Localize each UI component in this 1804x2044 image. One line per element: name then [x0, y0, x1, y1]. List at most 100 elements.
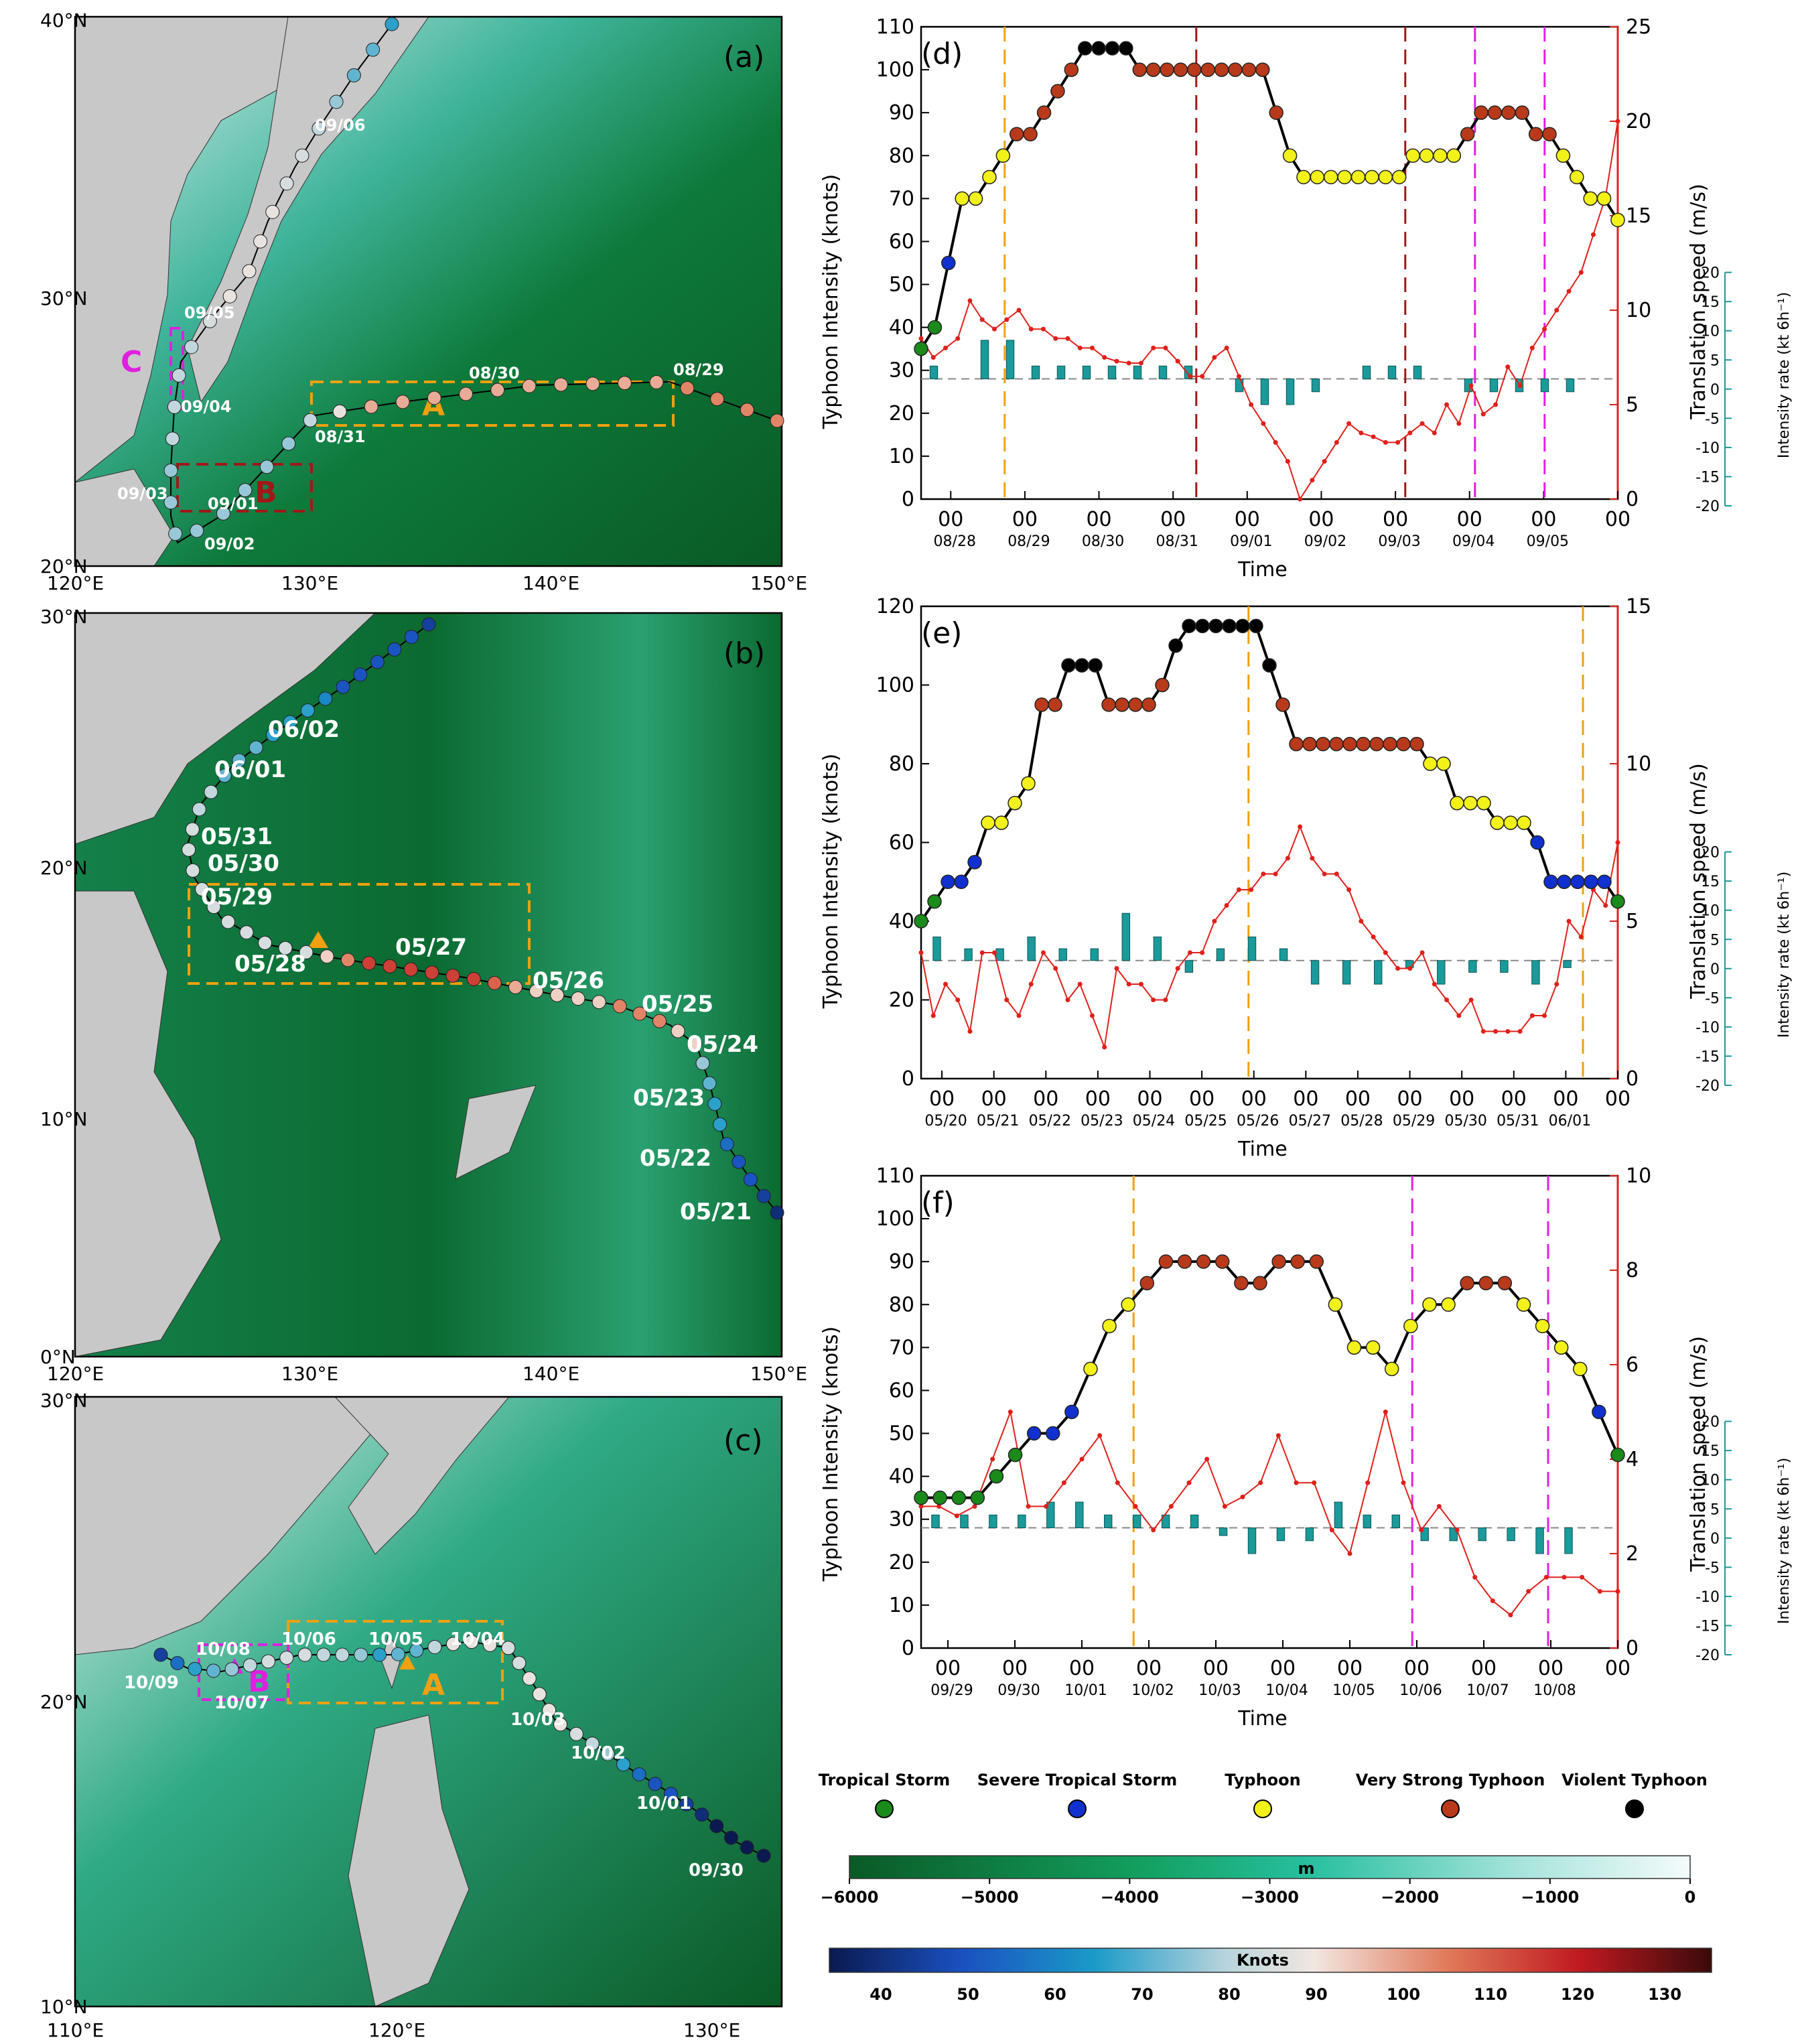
- x-tick-label: 00: [1501, 1087, 1527, 1111]
- intensity-point: [1535, 1318, 1550, 1334]
- speed-point: [1407, 430, 1413, 435]
- speed-point: [1186, 1480, 1192, 1485]
- speed-point: [1004, 317, 1010, 322]
- intensity-point: [1365, 1340, 1381, 1355]
- intensity-point: [995, 148, 1011, 163]
- track-point: [192, 802, 206, 817]
- depth-tick-label: −4000: [1101, 1888, 1159, 1907]
- box-a: [310, 381, 675, 427]
- speed-point: [930, 1013, 936, 1018]
- track-point: [182, 842, 196, 857]
- track-point: [354, 1647, 368, 1662]
- track-point: [265, 204, 280, 219]
- speed-point: [1102, 355, 1107, 360]
- speed-point: [1395, 966, 1401, 971]
- x-tick-label: 00: [1404, 1657, 1430, 1680]
- legend-tropical-storm: Tropical Storm: [819, 1771, 951, 1789]
- speed-point: [1114, 966, 1119, 971]
- y-tick-label: 90: [889, 1250, 914, 1274]
- date-label: 05/30: [208, 850, 279, 877]
- speed-point: [955, 336, 961, 341]
- intensity-point: [941, 874, 955, 889]
- speed-point: [967, 1029, 973, 1034]
- y3-tick-label: -15: [1695, 1618, 1720, 1635]
- date-tick-label: 10/01: [1064, 1682, 1107, 1699]
- intensity-point: [1487, 105, 1503, 120]
- date-label: 10/04: [450, 1629, 505, 1649]
- y3-tick-label: -15: [1695, 1048, 1720, 1065]
- track-point: [383, 959, 397, 973]
- speed-point: [1529, 1013, 1535, 1018]
- track-point: [295, 148, 309, 163]
- intensity-rate-bar: [1449, 1527, 1458, 1542]
- speed-point: [1175, 966, 1180, 971]
- speed-point: [1383, 1410, 1388, 1414]
- intensity-point: [1530, 835, 1545, 850]
- map-c-land-philippines: [348, 1714, 470, 2007]
- y2-tick-label: 5: [1626, 393, 1639, 417]
- y3-axis-label: Intensity rate (kt 6h⁻¹): [1776, 872, 1793, 1038]
- legend-typhoon: Typhoon: [1225, 1771, 1301, 1789]
- intensity-point: [1101, 697, 1116, 712]
- y2-tick-label: 10: [1626, 1164, 1651, 1188]
- date-tick-label: 10/05: [1332, 1682, 1375, 1699]
- intensity-point: [1282, 148, 1298, 163]
- track-point: [403, 962, 418, 977]
- intensity-point: [1083, 1361, 1098, 1377]
- intensity-rate-bar: [1310, 960, 1320, 985]
- track-point: [370, 655, 385, 669]
- speed-point: [1578, 270, 1584, 275]
- speed-point: [1008, 1410, 1013, 1414]
- speed-point: [1151, 345, 1156, 350]
- intensity-point: [1023, 127, 1038, 141]
- y-tick-label: 80: [889, 144, 914, 167]
- track-point: [188, 1661, 202, 1676]
- speed-point: [1322, 459, 1327, 464]
- track-point: [232, 753, 247, 768]
- intensity-point: [1275, 697, 1290, 712]
- speed-point: [1407, 966, 1413, 971]
- date-label: 09/30: [689, 1860, 744, 1881]
- intensity-point: [932, 1490, 947, 1505]
- intensity-point: [1610, 212, 1625, 228]
- intensity-point: [1570, 874, 1585, 889]
- date-tick-label: 05/22: [1029, 1113, 1071, 1130]
- y3-tick-label: 10: [1701, 324, 1720, 340]
- y-tick-label: 90: [889, 101, 914, 125]
- track-point: [649, 375, 664, 390]
- speed-point: [1273, 439, 1278, 445]
- speed-point: [1554, 981, 1559, 987]
- y-tick-label: 0: [902, 488, 914, 511]
- x-tick-label: 00: [1553, 1087, 1578, 1111]
- y3-tick-label: -15: [1695, 469, 1720, 486]
- map-a: A B C (a) 09/06 09/05 09/04 09/03 09/02 …: [40, 9, 807, 594]
- y2-tick-label: 15: [1626, 204, 1651, 228]
- date-label: 09/05: [184, 303, 235, 322]
- track-point: [391, 1647, 405, 1661]
- date-label: 05/21: [680, 1199, 752, 1225]
- speed-point: [1334, 872, 1339, 876]
- track-point: [687, 1036, 702, 1051]
- speed-point: [1163, 998, 1168, 1002]
- y-tick-label: 40: [889, 316, 914, 340]
- track-point: [372, 1647, 387, 1662]
- speed-point: [1261, 421, 1266, 426]
- intensity-rate-bar: [1391, 1514, 1401, 1529]
- speed-point: [1419, 1527, 1424, 1533]
- speed-point: [1329, 1527, 1334, 1533]
- track-point: [300, 703, 315, 718]
- intensity-rate-bar: [1387, 365, 1397, 380]
- category-legend: Tropical Storm Severe Tropical Storm Typ…: [819, 1771, 1708, 1818]
- date-tick-label: 05/26: [1237, 1113, 1279, 1130]
- intensity-point: [1516, 1297, 1531, 1312]
- speed-point: [1542, 326, 1547, 332]
- intensity-point: [1009, 127, 1024, 141]
- intensity-rate-bar: [1373, 960, 1383, 985]
- map-xtick: 130°E: [281, 572, 338, 594]
- speed-point: [1419, 421, 1425, 426]
- map-ytick: 0°N: [40, 1346, 76, 1368]
- intensity-point: [1369, 736, 1384, 752]
- intensity-rate-bar: [1564, 1527, 1573, 1554]
- speed-point: [1508, 1613, 1513, 1618]
